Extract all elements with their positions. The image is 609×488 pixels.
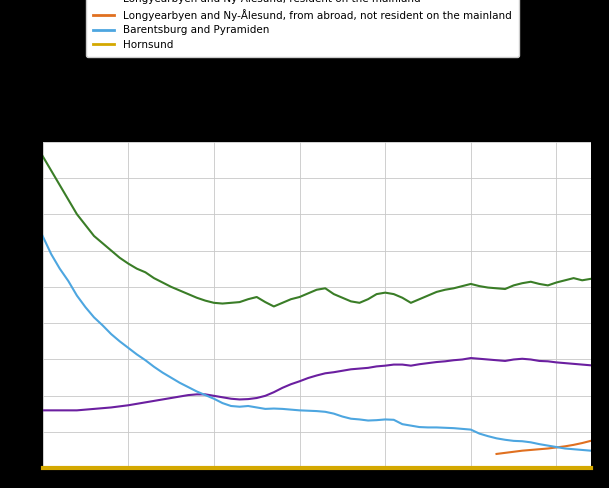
Legend: Total, Longyearbyen and Ny-Ålesund, resident on the mainland, Longyearbyen and N: Total, Longyearbyen and Ny-Ålesund, resi… bbox=[86, 0, 519, 57]
